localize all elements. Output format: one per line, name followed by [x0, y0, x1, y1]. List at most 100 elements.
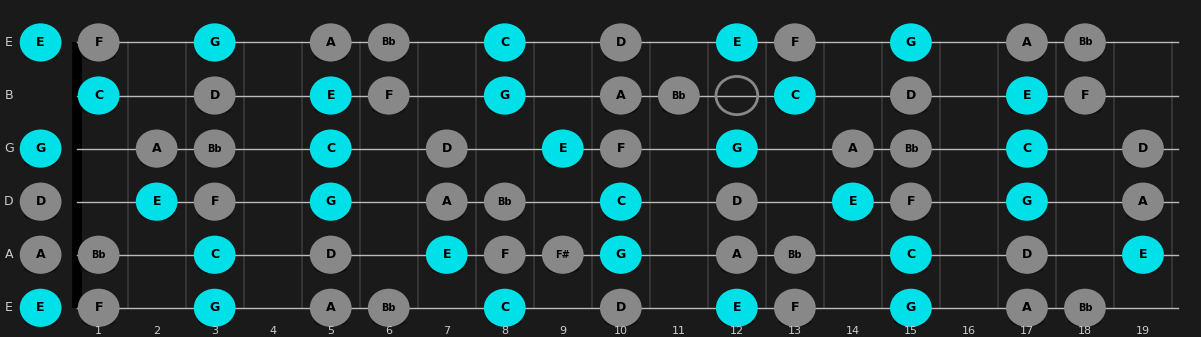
- Circle shape: [600, 183, 641, 221]
- Ellipse shape: [604, 210, 638, 221]
- Text: D: D: [36, 195, 46, 208]
- Ellipse shape: [198, 210, 232, 221]
- Circle shape: [484, 23, 526, 62]
- Circle shape: [773, 23, 815, 62]
- Ellipse shape: [895, 263, 927, 274]
- Text: 12: 12: [730, 326, 743, 336]
- Ellipse shape: [1010, 157, 1044, 167]
- Text: B: B: [5, 89, 13, 102]
- Circle shape: [484, 183, 526, 221]
- Ellipse shape: [82, 51, 115, 61]
- Circle shape: [890, 129, 932, 168]
- Ellipse shape: [430, 157, 464, 167]
- Circle shape: [600, 23, 641, 62]
- Ellipse shape: [488, 51, 521, 61]
- Ellipse shape: [1068, 51, 1101, 61]
- Ellipse shape: [430, 210, 464, 221]
- Ellipse shape: [24, 316, 58, 327]
- Text: E: E: [5, 301, 13, 314]
- Ellipse shape: [1068, 316, 1101, 327]
- Circle shape: [1064, 289, 1106, 327]
- Ellipse shape: [1068, 104, 1101, 115]
- Ellipse shape: [24, 263, 58, 274]
- Text: D: D: [4, 195, 13, 208]
- Text: C: C: [790, 89, 800, 102]
- Ellipse shape: [546, 157, 580, 167]
- Circle shape: [773, 289, 815, 327]
- Text: Bb: Bb: [903, 144, 918, 154]
- Text: E: E: [442, 248, 452, 261]
- Ellipse shape: [198, 104, 232, 115]
- Text: C: C: [327, 142, 335, 155]
- Ellipse shape: [488, 263, 521, 274]
- Ellipse shape: [198, 263, 232, 274]
- Circle shape: [716, 129, 758, 168]
- Text: D: D: [325, 248, 336, 261]
- Ellipse shape: [1010, 104, 1044, 115]
- Ellipse shape: [836, 157, 870, 167]
- Text: F: F: [384, 89, 393, 102]
- Text: G: G: [4, 142, 13, 155]
- Text: 19: 19: [1136, 326, 1151, 336]
- Text: E: E: [153, 195, 161, 208]
- Ellipse shape: [82, 104, 115, 115]
- Ellipse shape: [604, 263, 638, 274]
- Ellipse shape: [721, 157, 753, 167]
- Text: G: G: [616, 248, 626, 261]
- Text: A: A: [616, 89, 626, 102]
- Ellipse shape: [1127, 263, 1160, 274]
- Ellipse shape: [721, 263, 753, 274]
- Ellipse shape: [895, 316, 927, 327]
- Text: C: C: [616, 195, 626, 208]
- Text: F#: F#: [555, 250, 570, 260]
- Ellipse shape: [721, 316, 753, 327]
- Text: F: F: [616, 142, 625, 155]
- Circle shape: [78, 289, 120, 327]
- Ellipse shape: [488, 104, 521, 115]
- Text: F: F: [790, 301, 799, 314]
- Text: Bb: Bb: [208, 144, 222, 154]
- Text: D: D: [1022, 248, 1032, 261]
- Ellipse shape: [1010, 316, 1044, 327]
- Text: 14: 14: [846, 326, 860, 336]
- Circle shape: [1122, 129, 1164, 168]
- Text: 3: 3: [211, 326, 219, 336]
- Text: E: E: [36, 36, 44, 49]
- Ellipse shape: [313, 157, 347, 167]
- Circle shape: [136, 183, 178, 221]
- Text: 13: 13: [788, 326, 802, 336]
- Circle shape: [310, 236, 352, 274]
- Text: F: F: [210, 195, 219, 208]
- Text: D: D: [906, 89, 916, 102]
- Ellipse shape: [604, 316, 638, 327]
- Ellipse shape: [198, 157, 232, 167]
- Circle shape: [716, 23, 758, 62]
- Circle shape: [890, 183, 932, 221]
- Ellipse shape: [546, 263, 580, 274]
- Text: A: A: [151, 142, 161, 155]
- Ellipse shape: [778, 104, 812, 115]
- Text: G: G: [731, 142, 742, 155]
- Text: 15: 15: [904, 326, 918, 336]
- Circle shape: [136, 129, 178, 168]
- Ellipse shape: [1010, 51, 1044, 61]
- Ellipse shape: [895, 210, 927, 221]
- Text: C: C: [94, 89, 103, 102]
- Circle shape: [832, 183, 874, 221]
- Circle shape: [193, 236, 235, 274]
- Ellipse shape: [313, 316, 347, 327]
- Text: D: D: [442, 142, 452, 155]
- Text: A: A: [1139, 195, 1148, 208]
- Text: 2: 2: [153, 326, 160, 336]
- Text: A: A: [442, 195, 452, 208]
- Ellipse shape: [313, 263, 347, 274]
- Circle shape: [368, 23, 410, 62]
- Text: 9: 9: [560, 326, 567, 336]
- Circle shape: [890, 236, 932, 274]
- Text: D: D: [731, 195, 742, 208]
- Circle shape: [484, 289, 526, 327]
- Ellipse shape: [836, 210, 870, 221]
- Text: Bb: Bb: [91, 250, 106, 260]
- Text: 11: 11: [671, 326, 686, 336]
- Ellipse shape: [24, 157, 58, 167]
